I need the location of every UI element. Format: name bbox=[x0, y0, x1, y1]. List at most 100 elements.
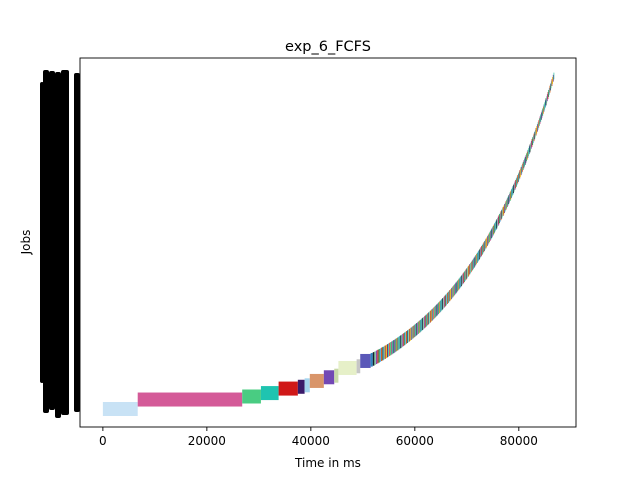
job-bar bbox=[520, 166, 522, 176]
job-bar bbox=[552, 74, 554, 82]
job-bar bbox=[503, 205, 505, 215]
job-bar bbox=[485, 238, 487, 249]
job-bar bbox=[507, 196, 509, 206]
job-bar bbox=[549, 85, 551, 93]
job-bar bbox=[433, 307, 435, 320]
job-bar bbox=[504, 202, 506, 212]
job-bar bbox=[510, 190, 512, 200]
job-bar bbox=[457, 279, 459, 291]
job-bar bbox=[553, 72, 555, 80]
y-tick-label-block bbox=[74, 73, 80, 412]
job-bar bbox=[390, 342, 392, 356]
job-bar bbox=[402, 333, 404, 347]
job-bar bbox=[415, 323, 417, 337]
job-bar bbox=[531, 139, 533, 147]
job-bar bbox=[494, 223, 496, 233]
job-bar bbox=[452, 286, 454, 298]
job-bar bbox=[486, 237, 488, 248]
job-bar bbox=[386, 344, 389, 358]
job-bar bbox=[405, 331, 407, 345]
job-bar bbox=[533, 133, 535, 142]
job-bar bbox=[526, 151, 528, 160]
job-bar bbox=[407, 329, 409, 343]
job-bar bbox=[370, 353, 373, 367]
job-bar bbox=[496, 219, 498, 229]
job-bar bbox=[525, 155, 527, 164]
job-bar bbox=[356, 359, 361, 374]
job-bar bbox=[430, 309, 432, 322]
job-bar bbox=[375, 350, 378, 365]
job-bar bbox=[479, 249, 480, 260]
job-bar bbox=[547, 92, 549, 100]
job-bar bbox=[445, 294, 447, 306]
job-bar bbox=[538, 120, 540, 128]
job-bar bbox=[442, 298, 444, 310]
job-bar bbox=[401, 334, 403, 348]
x-axis-label: Time in ms bbox=[294, 456, 361, 470]
job-bar bbox=[528, 148, 530, 156]
job-bar bbox=[544, 102, 546, 110]
job-bar bbox=[484, 239, 486, 250]
job-bar bbox=[374, 351, 376, 365]
job-bar bbox=[465, 269, 467, 280]
job-bar bbox=[515, 179, 517, 189]
job-bar bbox=[551, 79, 553, 87]
job-bar bbox=[447, 291, 449, 304]
job-bar bbox=[534, 129, 536, 138]
job-bar bbox=[514, 181, 516, 190]
job-bar bbox=[518, 171, 520, 181]
job-bar bbox=[546, 94, 548, 102]
job-bar bbox=[360, 353, 371, 368]
job-bar bbox=[102, 402, 138, 416]
job-bar bbox=[338, 360, 357, 375]
job-bar bbox=[441, 298, 443, 311]
job-bar bbox=[379, 348, 382, 362]
job-bar bbox=[537, 122, 539, 130]
job-bar bbox=[435, 304, 437, 317]
x-tick-label: 0 bbox=[99, 434, 107, 448]
job-bar bbox=[385, 344, 387, 359]
job-bar bbox=[541, 110, 543, 118]
job-bar bbox=[458, 278, 460, 290]
job-bar bbox=[388, 343, 390, 357]
job-bar bbox=[406, 331, 408, 344]
job-bar bbox=[523, 160, 525, 169]
job-bar bbox=[467, 266, 469, 277]
job-bar bbox=[479, 248, 481, 259]
job-bar bbox=[448, 290, 450, 303]
job-bar bbox=[509, 192, 511, 201]
job-bar bbox=[474, 256, 476, 267]
job-bar bbox=[450, 289, 451, 301]
job-bar bbox=[497, 216, 499, 226]
job-bar bbox=[529, 144, 531, 153]
job-bar bbox=[400, 335, 402, 349]
job-bar bbox=[467, 267, 468, 278]
job-bar bbox=[542, 106, 544, 114]
job-bar bbox=[447, 292, 448, 304]
job-bar bbox=[476, 254, 477, 265]
job-bar bbox=[499, 213, 500, 224]
job-bar bbox=[436, 304, 438, 316]
job-bar bbox=[505, 201, 507, 211]
job-bar bbox=[398, 336, 400, 350]
job-bar bbox=[394, 339, 396, 353]
job-bar bbox=[464, 271, 465, 283]
job-bar bbox=[545, 98, 547, 106]
job-bar bbox=[530, 140, 532, 149]
y-tick-label-block bbox=[43, 70, 49, 413]
job-bar bbox=[502, 208, 503, 218]
job-bar bbox=[483, 242, 485, 253]
y-tick-label-block bbox=[55, 72, 61, 418]
job-bar bbox=[377, 349, 379, 364]
job-bar bbox=[454, 283, 456, 295]
plot-frame bbox=[79, 57, 577, 428]
job-bar bbox=[544, 100, 546, 108]
job-bar bbox=[508, 195, 510, 205]
job-bar bbox=[542, 108, 544, 116]
job-bar bbox=[396, 338, 398, 351]
job-bar bbox=[499, 212, 501, 222]
job-bar bbox=[513, 184, 514, 194]
job-bar bbox=[511, 187, 513, 197]
